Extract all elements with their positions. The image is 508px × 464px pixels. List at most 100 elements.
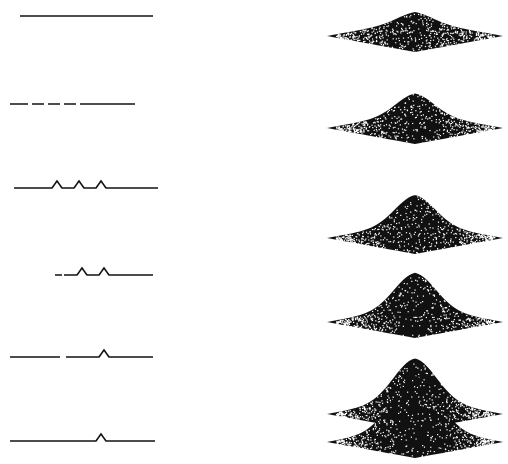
speckle: [444, 317, 446, 319]
speckle: [479, 443, 481, 445]
speckle: [468, 407, 470, 409]
speckle: [375, 118, 377, 120]
speckle: [412, 217, 414, 219]
speckle: [363, 316, 365, 318]
speckle: [338, 441, 340, 443]
speckle: [342, 444, 345, 447]
speckle: [448, 119, 450, 121]
speckle: [382, 120, 384, 122]
speckle: [426, 19, 428, 21]
speckle: [354, 411, 356, 413]
speckle: [352, 239, 354, 241]
speckle: [439, 109, 441, 111]
speckle: [421, 221, 423, 223]
speckle: [390, 322, 392, 324]
speckle: [454, 125, 456, 127]
speckle: [436, 43, 438, 45]
speckle: [419, 108, 421, 110]
speckle: [452, 223, 454, 226]
speckle: [463, 231, 465, 233]
speckle: [486, 322, 488, 324]
speckle: [442, 33, 444, 35]
speckle: [415, 305, 417, 307]
speckle: [392, 445, 394, 447]
speckle: [403, 241, 405, 243]
speckle: [362, 319, 364, 322]
speckle: [449, 123, 451, 125]
speckle: [426, 289, 429, 291]
speckle: [403, 453, 405, 455]
speckle: [438, 137, 440, 139]
speckle: [475, 411, 477, 413]
speckle: [417, 420, 419, 422]
speckle: [367, 315, 369, 317]
speckle: [342, 413, 345, 415]
speckle: [430, 446, 432, 448]
speckle: [345, 413, 347, 415]
speckle: [382, 229, 384, 231]
speckle: [378, 422, 381, 424]
speckle: [367, 439, 370, 441]
speckle: [456, 246, 458, 248]
speckle: [450, 129, 452, 131]
speckle: [393, 240, 395, 242]
speckle: [354, 130, 356, 132]
speckle: [480, 34, 482, 36]
speckle: [366, 443, 368, 445]
speckle: [374, 122, 376, 124]
speckle: [372, 429, 374, 431]
speckle: [370, 41, 372, 43]
speckle: [396, 222, 398, 225]
speckle: [377, 321, 379, 323]
speckle: [373, 324, 375, 326]
speckle: [380, 394, 382, 396]
speckle: [466, 447, 468, 449]
speckle: [490, 237, 492, 239]
speckle: [446, 113, 448, 115]
speckle: [486, 127, 488, 130]
speckle: [367, 236, 369, 238]
speckle: [461, 238, 463, 240]
speckle: [409, 218, 411, 220]
speckle: [338, 412, 340, 414]
speckle: [483, 443, 485, 445]
speckle: [410, 105, 412, 108]
speckle: [457, 429, 459, 431]
speckle: [357, 325, 359, 327]
speckle: [435, 332, 438, 334]
speckle: [407, 391, 409, 393]
speckle: [446, 318, 448, 320]
speckle: [378, 329, 381, 331]
speckle: [367, 448, 369, 450]
speckle: [464, 435, 466, 437]
speckle: [348, 437, 350, 439]
speckle: [420, 114, 422, 117]
speckle: [359, 442, 361, 444]
speckle: [348, 130, 350, 132]
speckle: [465, 231, 467, 233]
speckle: [368, 239, 370, 241]
speckle: [482, 32, 484, 34]
speckle: [490, 33, 492, 35]
speckle: [340, 412, 342, 414]
speckle: [355, 417, 357, 419]
speckle: [433, 408, 435, 410]
speckle: [386, 39, 388, 41]
speckle: [490, 236, 492, 238]
speckle: [462, 324, 464, 326]
speckle: [373, 229, 375, 231]
speckle: [478, 323, 480, 325]
speckle: [374, 438, 376, 440]
speckle: [423, 127, 425, 129]
speckle: [458, 401, 460, 403]
speckle: [378, 129, 380, 131]
speckle: [477, 123, 479, 125]
speckle: [387, 322, 389, 324]
speckle: [350, 127, 352, 129]
speckle: [433, 316, 435, 318]
speckle: [487, 33, 489, 36]
speckle: [356, 325, 358, 328]
speckle: [394, 226, 396, 228]
speckle: [416, 114, 419, 116]
speckle: [399, 383, 401, 385]
